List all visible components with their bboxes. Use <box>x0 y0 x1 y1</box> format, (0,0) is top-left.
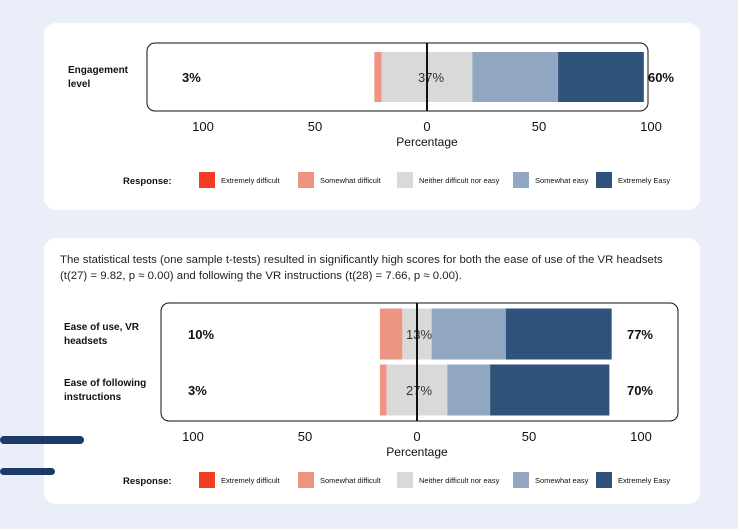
category-label: instructions <box>64 392 122 403</box>
legend-swatch <box>298 472 314 488</box>
legend-entry: Extremely difficult <box>221 176 281 185</box>
x-tick-label: 100 <box>640 119 662 134</box>
x-tick-label: 0 <box>423 119 430 134</box>
x-axis-label: Percentage <box>386 445 448 459</box>
bar-segment-somewhat-difficult <box>379 364 387 416</box>
legend-swatch <box>513 472 529 488</box>
statistical-tests-description: The statistical tests (one sample t-test… <box>60 254 663 282</box>
right-percentage-label: 60% <box>648 70 674 85</box>
x-tick-label: 50 <box>522 429 536 444</box>
category-label: headsets <box>64 336 108 347</box>
legend-swatch <box>397 172 413 188</box>
right-percentage-label: 70% <box>627 383 653 398</box>
legend-swatch <box>596 172 612 188</box>
center-percentage-label: 37% <box>418 70 444 85</box>
x-axis-label: Percentage <box>396 135 458 149</box>
legend-entry: Somewhat easy <box>535 476 589 485</box>
right-percentage-label: 77% <box>627 327 653 342</box>
category-label: Ease of use, VR <box>64 322 140 333</box>
x-tick-label: 50 <box>532 119 546 134</box>
legend-swatch <box>513 172 529 188</box>
plot-frame <box>146 42 649 112</box>
left-percentage-label: 3% <box>182 70 201 85</box>
legend-entry: Extremely Easy <box>618 476 670 485</box>
category-label: level <box>68 79 90 90</box>
x-tick-label: 100 <box>192 119 214 134</box>
legend-swatch <box>298 172 314 188</box>
legend-title: Response: <box>123 476 172 487</box>
legend-swatch <box>199 172 215 188</box>
bar-segment-extremely-easy <box>558 52 644 102</box>
bar-segment-somewhat-easy <box>431 308 506 360</box>
legend-entry: Extremely difficult <box>221 476 281 485</box>
bar-segment-extremely-easy <box>505 308 612 360</box>
legend-entry: Somewhat difficult <box>320 476 382 485</box>
decorative-line-long <box>0 436 84 444</box>
bar-segment-somewhat-difficult <box>374 52 382 102</box>
bar-segment-extremely-easy <box>490 364 610 416</box>
x-tick-label: 100 <box>182 429 204 444</box>
plot-frame <box>160 302 679 422</box>
x-tick-label: 100 <box>630 429 652 444</box>
legend-entry: Extremely Easy <box>618 176 670 185</box>
bar-segment-somewhat-difficult <box>379 308 403 360</box>
decorative-line-short <box>0 468 55 475</box>
ease-chart: Ease of use, VR headsets 10% 13% 77% Ease of … <box>64 302 679 488</box>
category-label: Ease of following <box>64 378 146 389</box>
legend-swatch <box>596 472 612 488</box>
legend-title: Response: <box>123 176 172 187</box>
legend-entry: Somewhat difficult <box>320 176 382 185</box>
legend-swatch <box>199 472 215 488</box>
center-percentage-label: 27% <box>406 383 432 398</box>
bar-segment-somewhat-easy <box>447 364 491 416</box>
x-tick-label: 0 <box>413 429 420 444</box>
legend-entry: Somewhat easy <box>535 176 589 185</box>
legend-swatch <box>397 472 413 488</box>
engagement-chart-card: Engagement level 3% 37% 60% 100 50 0 50 100 Percen… <box>44 23 700 210</box>
left-percentage-label: 10% <box>188 327 214 342</box>
category-label: Engagement <box>68 65 129 76</box>
legend-entry: Neither difficult nor easy <box>419 476 500 485</box>
center-percentage-label: 13% <box>406 327 432 342</box>
legend-entry: Neither difficult nor easy <box>419 176 500 185</box>
x-tick-label: 50 <box>298 429 312 444</box>
ease-chart-card: The statistical tests (one sample t-test… <box>44 238 700 504</box>
x-tick-label: 50 <box>308 119 322 134</box>
bar-segment-somewhat-easy <box>472 52 559 102</box>
left-percentage-label: 3% <box>188 383 207 398</box>
engagement-chart: Engagement level 3% 37% 60% 100 50 0 50 100 Percen… <box>68 42 674 188</box>
